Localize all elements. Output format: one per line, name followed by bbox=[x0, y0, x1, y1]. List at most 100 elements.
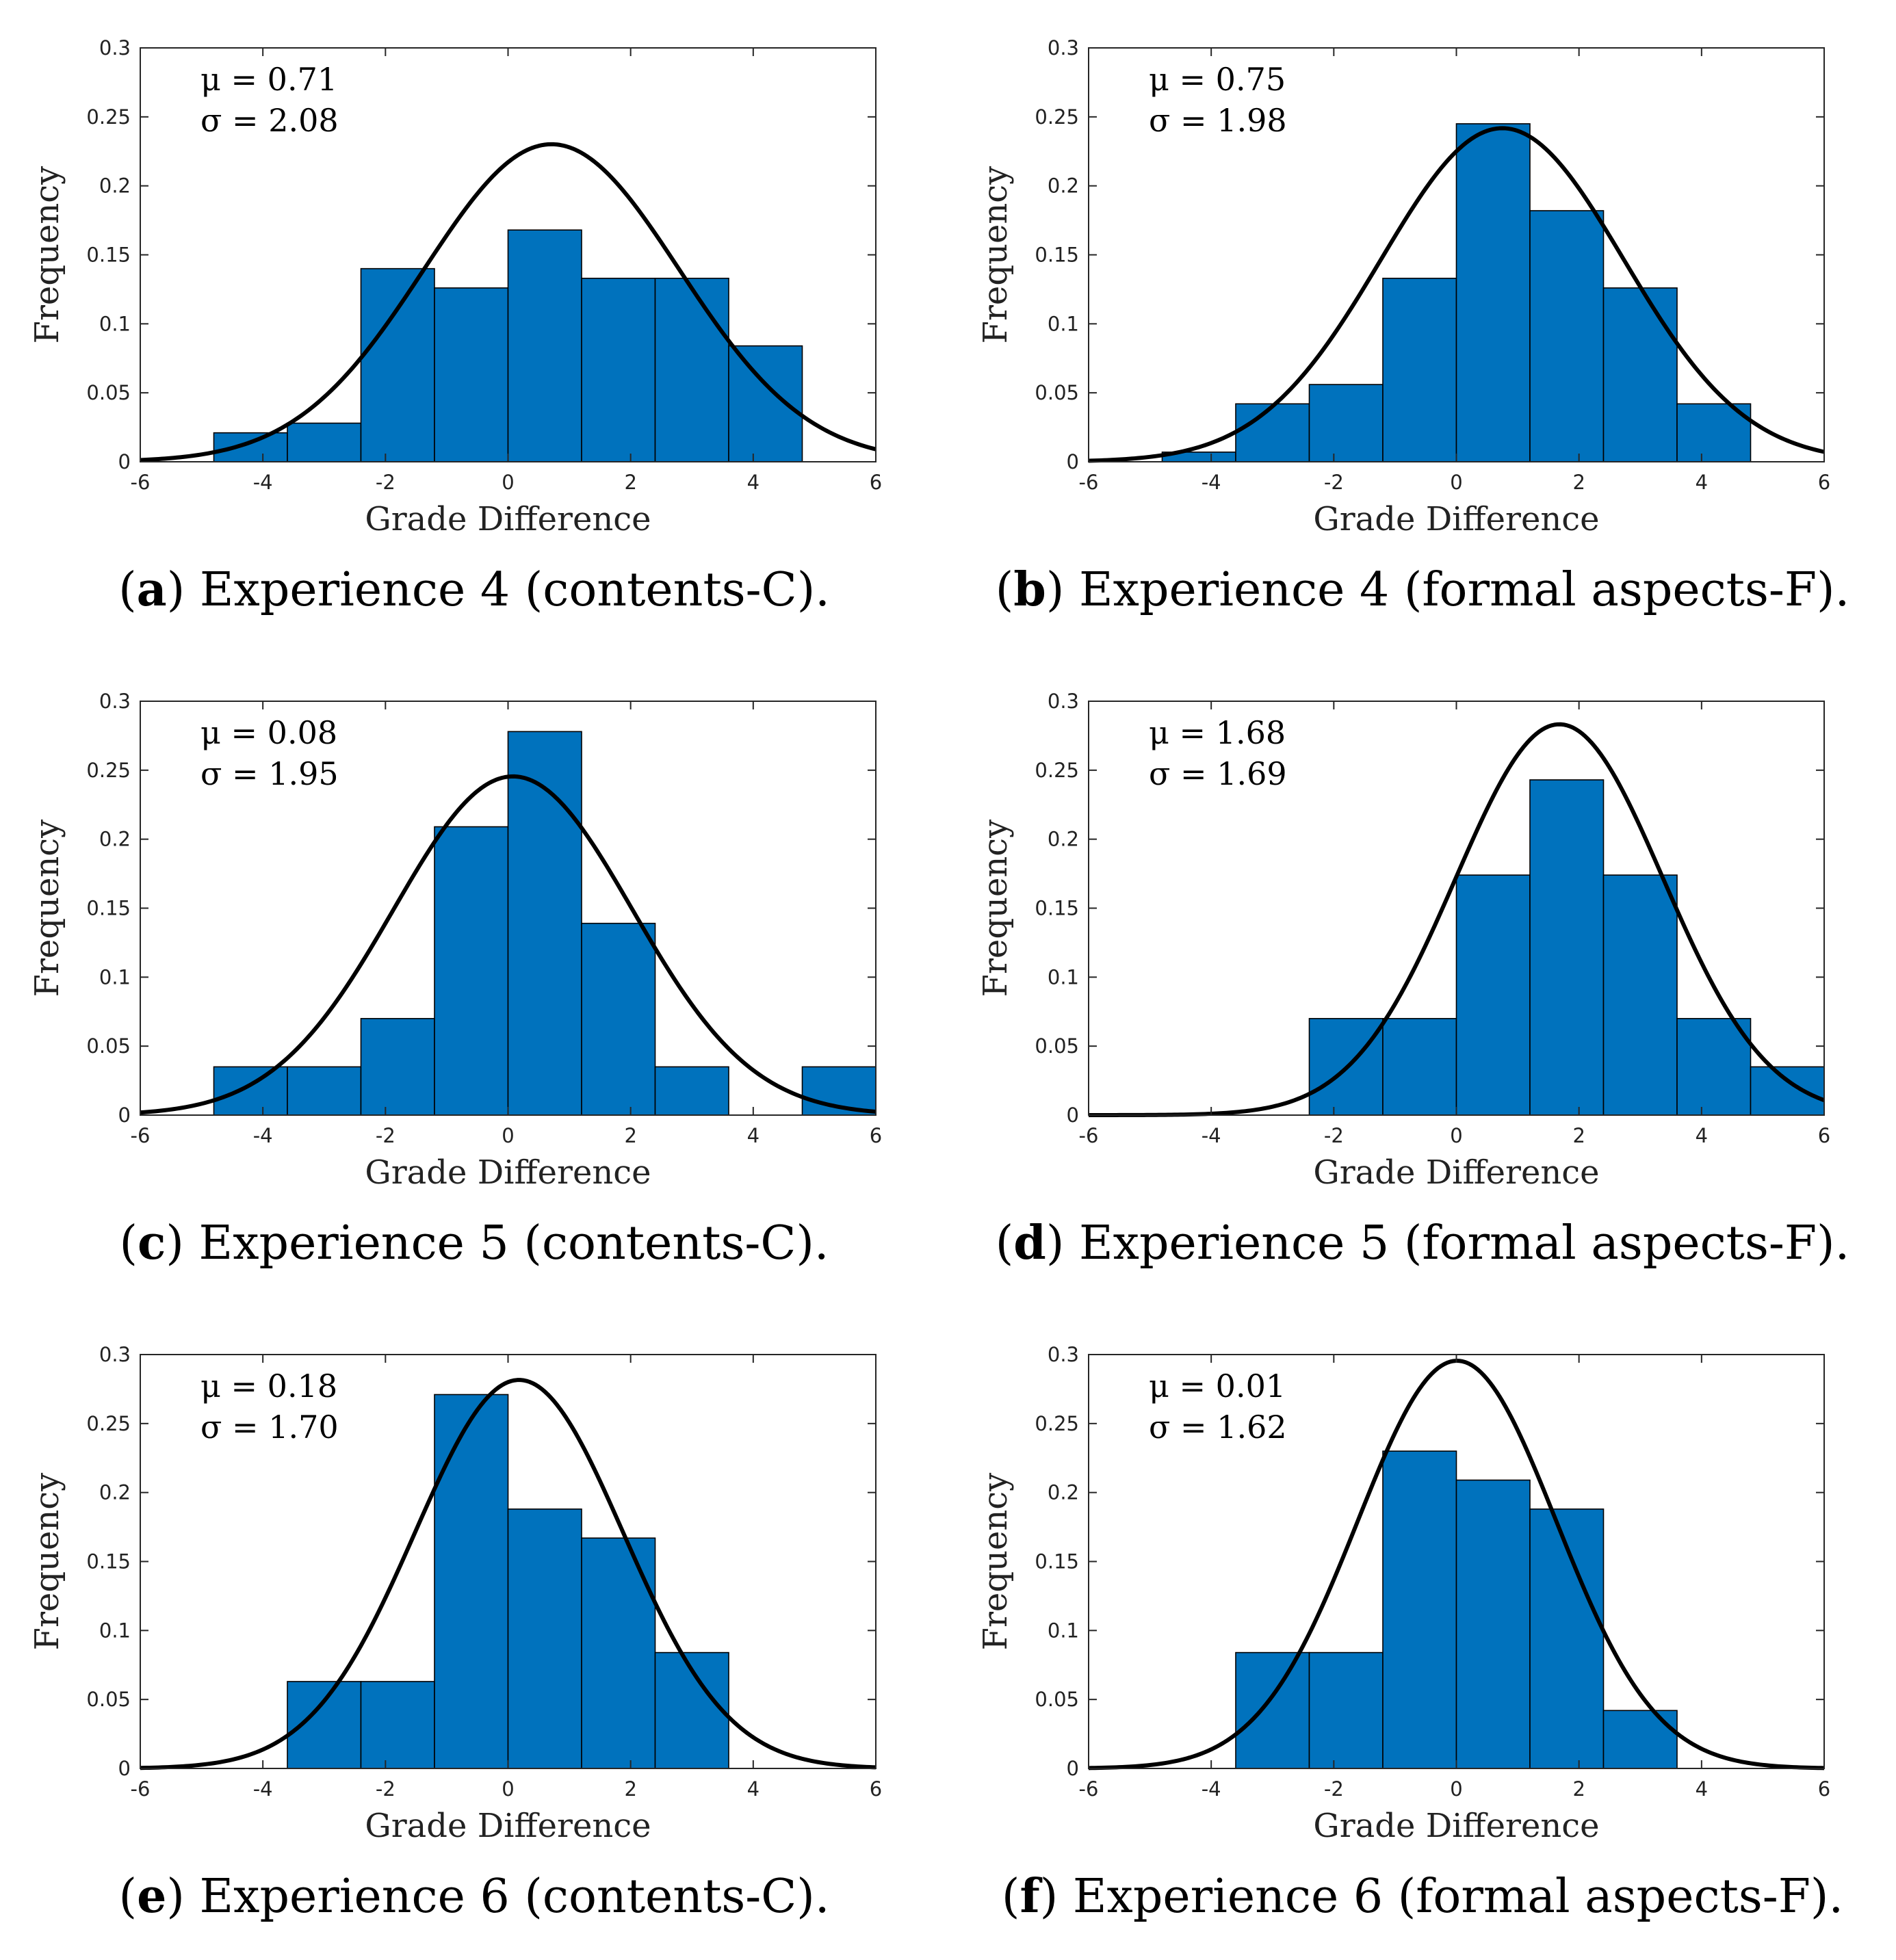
y-axis-label: Frequency bbox=[28, 820, 66, 997]
y-tick-label: 0.3 bbox=[99, 690, 131, 713]
histogram-bar bbox=[434, 826, 509, 1116]
histogram-bar bbox=[581, 1537, 656, 1769]
y-tick-label: 0.3 bbox=[1048, 690, 1079, 713]
sigma-annotation: σ = 1.95 bbox=[200, 755, 339, 792]
y-tick-label: 0.25 bbox=[86, 759, 131, 782]
x-tick-label: 2 bbox=[1572, 1124, 1585, 1147]
x-tick-label: 2 bbox=[1572, 471, 1585, 494]
y-tick-label: 0.15 bbox=[86, 1550, 131, 1573]
histogram-bar bbox=[434, 287, 509, 462]
chart-panel-a: -6 -4 -2 0 2 4 6 0 0.05 0.1 0.15 0.2 0.25 0.3 Grade Di… bbox=[0, 0, 948, 653]
bars bbox=[287, 1394, 729, 1769]
y-tick-label: 0.2 bbox=[1048, 174, 1079, 198]
x-tick-label: -6 bbox=[1079, 1777, 1099, 1801]
histogram-bar bbox=[507, 731, 582, 1116]
x-tick-label: -6 bbox=[131, 1124, 151, 1147]
histogram-bar bbox=[360, 1681, 435, 1769]
x-tick-label: 2 bbox=[624, 471, 636, 494]
sigma-annotation: σ = 2.08 bbox=[200, 102, 339, 139]
histogram-bar bbox=[287, 1066, 362, 1116]
histogram-bar bbox=[360, 1018, 435, 1116]
x-tick-label: 6 bbox=[1818, 471, 1830, 494]
chart-panel-c: -6 -4 -2 0 2 4 6 0 0.05 0.1 0.15 0.2 0.25 0.3 Grade Di… bbox=[0, 653, 948, 1307]
caption-letter: f bbox=[1020, 1869, 1040, 1924]
y-tick-label: 0 bbox=[118, 450, 131, 473]
y-tick-label: 0.1 bbox=[99, 312, 131, 335]
x-tick-label: 4 bbox=[1696, 471, 1708, 494]
caption-letter: c bbox=[138, 1216, 166, 1270]
y-tick-label: 0.15 bbox=[86, 897, 131, 920]
y-tick-label: 0.1 bbox=[99, 1619, 131, 1642]
x-tick-label: 0 bbox=[1450, 471, 1462, 494]
histogram-bar bbox=[1382, 1018, 1457, 1116]
y-tick-label: 0.05 bbox=[86, 1034, 131, 1058]
y-tick-label: 0.2 bbox=[1048, 828, 1079, 851]
x-tick-label: 4 bbox=[747, 1777, 759, 1801]
y-tick-label: 0 bbox=[118, 1757, 131, 1780]
normal-fit-curve bbox=[140, 774, 876, 1115]
chart-panel-b: -6 -4 -2 0 2 4 6 0 0.05 0.1 0.15 0.2 0.25 0.3 Grade Di… bbox=[948, 0, 1896, 653]
mu-annotation: μ = 1.68 bbox=[1149, 714, 1286, 751]
histogram-bar bbox=[654, 1066, 729, 1116]
x-tick-label: -6 bbox=[1079, 471, 1099, 494]
x-tick-label: -2 bbox=[1324, 1124, 1344, 1147]
caption-paren-open: ( bbox=[119, 1216, 138, 1270]
y-tick-label: 0.25 bbox=[1035, 105, 1079, 129]
panel-caption: (b) Experience 4 (formal aspects-F). bbox=[948, 562, 1896, 617]
histogram-bar bbox=[1455, 1479, 1531, 1769]
x-tick-label: -6 bbox=[131, 1777, 151, 1801]
x-axis-label: Grade Difference bbox=[1313, 1807, 1599, 1845]
y-tick-label: 0.05 bbox=[1035, 1034, 1079, 1058]
panel-caption: (e) Experience 6 (contents-C). bbox=[0, 1869, 948, 1924]
chart-panel-e: -6 -4 -2 0 2 4 6 0 0.05 0.1 0.15 0.2 0.25 0.3 Grade Di… bbox=[0, 1307, 948, 1960]
chart-svg: -6 -4 -2 0 2 4 6 0 0.05 0.1 0.15 0.2 0.25 0.3 Grade Di… bbox=[976, 1343, 1830, 1845]
x-tick-label: -4 bbox=[1202, 1124, 1221, 1147]
y-tick-label: 0.15 bbox=[1035, 1550, 1079, 1573]
x-tick-label: 4 bbox=[1696, 1124, 1708, 1147]
y-tick-label: 0.1 bbox=[99, 965, 131, 989]
x-tick-label: 0 bbox=[502, 471, 514, 494]
chart-svg: -6 -4 -2 0 2 4 6 0 0.05 0.1 0.15 0.2 0.25 0.3 Grade Di… bbox=[28, 36, 882, 538]
x-tick-label: 0 bbox=[1450, 1124, 1462, 1147]
y-axis-label: Frequency bbox=[976, 166, 1015, 344]
x-tick-label: 4 bbox=[1696, 1777, 1708, 1801]
chart-panel-f: -6 -4 -2 0 2 4 6 0 0.05 0.1 0.15 0.2 0.25 0.3 Grade Di… bbox=[948, 1307, 1896, 1960]
y-tick-label: 0 bbox=[1067, 1757, 1079, 1780]
histogram-bar bbox=[1602, 874, 1678, 1116]
x-tick-label: 6 bbox=[1818, 1124, 1830, 1147]
normal-fit-curve bbox=[140, 142, 876, 462]
caption-text: ) Experience 5 (formal aspects-F). bbox=[1046, 1216, 1850, 1270]
x-tick-label: 0 bbox=[1450, 1777, 1462, 1801]
x-tick-label: -4 bbox=[1202, 471, 1221, 494]
bars bbox=[213, 229, 803, 462]
caption-paren-open: ( bbox=[995, 563, 1014, 617]
y-tick-label: 0.15 bbox=[1035, 244, 1079, 267]
y-tick-label: 0.3 bbox=[99, 1343, 131, 1366]
x-axis-label: Grade Difference bbox=[365, 500, 651, 538]
x-tick-label: -2 bbox=[376, 1124, 395, 1147]
x-tick-label: 2 bbox=[1572, 1777, 1585, 1801]
x-tick-label: -4 bbox=[253, 471, 273, 494]
caption-paren-open: ( bbox=[118, 1870, 138, 1924]
chart-svg: -6 -4 -2 0 2 4 6 0 0.05 0.1 0.15 0.2 0.25 0.3 Grade Di… bbox=[28, 1343, 882, 1845]
histogram-bar bbox=[287, 422, 362, 462]
caption-letter: d bbox=[1013, 1216, 1046, 1270]
normal-fit-curve bbox=[140, 1378, 876, 1770]
caption-text: ) Experience 5 (contents-C). bbox=[166, 1216, 829, 1270]
caption-paren-open: ( bbox=[1001, 1870, 1020, 1924]
histogram-bar bbox=[1529, 779, 1605, 1116]
mu-annotation: μ = 0.01 bbox=[1149, 1368, 1286, 1404]
y-axis-label: Frequency bbox=[976, 820, 1015, 997]
histogram-bar bbox=[1308, 1651, 1384, 1769]
caption-paren-open: ( bbox=[118, 563, 137, 617]
x-tick-label: 2 bbox=[624, 1124, 636, 1147]
caption-text: ) Experience 4 (formal aspects-F). bbox=[1046, 563, 1850, 617]
x-tick-label: 6 bbox=[870, 1777, 882, 1801]
histogram-bar bbox=[654, 277, 729, 462]
histogram-bar bbox=[1750, 1066, 1825, 1116]
x-tick-label: 0 bbox=[502, 1124, 514, 1147]
y-tick-label: 0.25 bbox=[86, 1412, 131, 1435]
y-tick-label: 0 bbox=[118, 1103, 131, 1127]
y-tick-label: 0.05 bbox=[1035, 1688, 1079, 1711]
mu-annotation: μ = 0.18 bbox=[200, 1368, 337, 1404]
